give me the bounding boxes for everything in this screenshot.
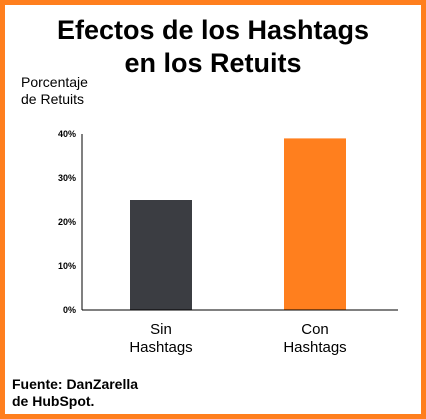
- y-axis-label-line-2: de Retuits: [21, 91, 85, 107]
- y-tick-label: 0%: [63, 305, 76, 315]
- source-note: Fuente: DanZarella de HubSpot.: [12, 376, 138, 410]
- chart-title-line-2: en los Retuits: [124, 48, 302, 78]
- chart-title: Efectos de los Hashtags en los Retuits: [0, 14, 426, 80]
- y-axis-label: Porcentaje de Retuits: [21, 74, 88, 108]
- bar-1: [130, 200, 192, 310]
- y-tick-label: 30%: [58, 173, 76, 183]
- bar-2: [284, 138, 346, 310]
- y-tick-label: 40%: [58, 129, 76, 139]
- y-tick-label: 20%: [58, 217, 76, 227]
- y-tick-label: 10%: [58, 261, 76, 271]
- x-category-label: Hashtags: [283, 339, 346, 356]
- source-note-line-1: Fuente: DanZarella: [12, 376, 139, 392]
- y-axis-label-line-1: Porcentaje: [21, 74, 88, 90]
- x-category-label: Con: [301, 321, 329, 338]
- x-category-label: Sin: [150, 321, 172, 338]
- source-note-line-2: de HubSpot.: [12, 393, 95, 409]
- x-category-label: Hashtags: [129, 339, 192, 356]
- chart-title-line-1: Efectos de los Hashtags: [56, 15, 370, 45]
